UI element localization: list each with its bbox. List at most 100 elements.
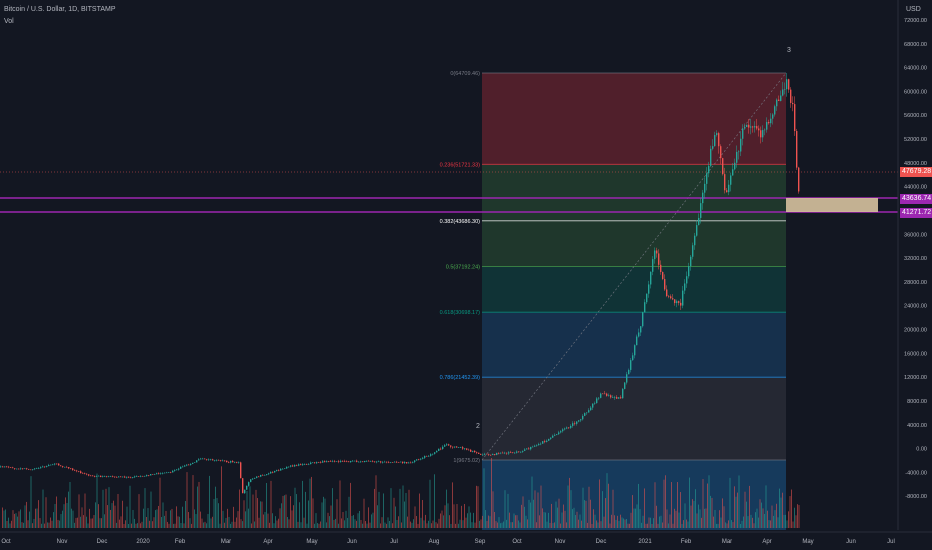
candle-body (324, 461, 326, 463)
candle-body (6, 466, 8, 468)
volume-bar (281, 503, 282, 528)
volume-bar (21, 522, 23, 528)
volume-bar (498, 517, 500, 528)
volume-bar (504, 490, 506, 528)
volume-bar (203, 522, 204, 528)
candle-body (260, 475, 262, 477)
volume-bar (93, 515, 95, 528)
candle-body (52, 464, 54, 466)
volume-indicator-label[interactable]: Vol (4, 18, 14, 25)
volume-bar (125, 520, 126, 528)
volume-bar (473, 512, 474, 528)
price-axis-tick: 60000.00 (904, 89, 927, 95)
volume-bar (479, 520, 480, 528)
candle-body (74, 469, 76, 471)
lower-line-price-tag: 41271.72 (900, 208, 932, 218)
candle-body (588, 410, 590, 413)
volume-bar (543, 512, 545, 528)
candle-body (354, 460, 356, 462)
candle-body (524, 449, 526, 451)
volume-bar (60, 514, 62, 528)
candle-body (92, 475, 94, 477)
candle-body (62, 466, 64, 467)
volume-bar (594, 514, 596, 528)
candle-body (506, 452, 508, 454)
volume-bar (696, 513, 698, 528)
candle-body (16, 468, 18, 470)
volume-bar (539, 515, 540, 528)
candle-body (178, 468, 180, 470)
volume-bar (405, 492, 407, 528)
candle-body (530, 446, 532, 450)
volume-bar (194, 509, 195, 528)
price-axis-tick: 72000.00 (904, 18, 927, 24)
candle-body (518, 451, 520, 453)
candle-body (246, 485, 248, 490)
volume-bar (209, 475, 210, 528)
volume-bar (255, 489, 257, 528)
volume-bar (9, 523, 11, 528)
candle-body (308, 464, 310, 465)
candle-body (150, 474, 152, 476)
volume-bar (87, 523, 89, 528)
candle-body (564, 428, 566, 430)
volume-bar (158, 505, 159, 528)
candle-body (582, 415, 584, 420)
volume-bar (206, 523, 207, 528)
candle-body (346, 461, 348, 463)
volume-bar (438, 518, 440, 528)
volume-bar (762, 508, 764, 528)
candle-body (36, 468, 38, 469)
candle-body (306, 464, 308, 465)
volume-bar (138, 494, 140, 528)
candle-body (738, 151, 740, 153)
candle-body (642, 312, 644, 327)
candle-body (630, 360, 632, 370)
volume-bar (293, 505, 294, 528)
volume-bar (230, 523, 231, 528)
volume-bar (632, 495, 633, 528)
volume-bar (128, 523, 129, 528)
candle-body (364, 460, 366, 463)
fib-zone (482, 266, 786, 313)
volume-bar (243, 500, 245, 528)
candle-body (500, 452, 502, 454)
volume-bar (143, 508, 144, 528)
candle-body (130, 477, 132, 479)
candle-body (436, 450, 438, 453)
candle-body (132, 477, 134, 478)
volume-bar (2, 507, 3, 528)
volume-bar (186, 472, 188, 528)
candle-body (66, 466, 68, 468)
volume-bar (545, 512, 546, 528)
volume-bar (755, 512, 756, 528)
candle-body (390, 462, 392, 463)
candle-body (610, 395, 612, 398)
volume-bar (428, 520, 429, 528)
volume-bar (692, 499, 693, 528)
fib-zone (482, 377, 786, 460)
candle-body (742, 128, 744, 139)
volume-bar (384, 522, 386, 528)
volume-bar (414, 506, 416, 528)
volume-bar (78, 494, 80, 528)
volume-bar (764, 513, 765, 528)
candle-body (536, 445, 538, 446)
volume-bar (44, 523, 45, 528)
volume-bar (278, 518, 279, 528)
candle-body (398, 462, 400, 463)
candle-body (100, 475, 102, 477)
volume-bar (341, 518, 342, 528)
symbol-title[interactable]: Bitcoin / U.S. Dollar, 1D, BITSTAMP (4, 6, 116, 13)
volume-bar (227, 508, 228, 528)
volume-bar (443, 515, 444, 528)
volume-bar (371, 514, 372, 528)
candle-body (466, 448, 468, 450)
volume-bar (84, 493, 86, 528)
volume-bar (600, 521, 602, 528)
candle-body (718, 133, 720, 147)
candle-body (374, 461, 376, 463)
candle-body (696, 225, 698, 236)
candle-body (712, 146, 714, 149)
